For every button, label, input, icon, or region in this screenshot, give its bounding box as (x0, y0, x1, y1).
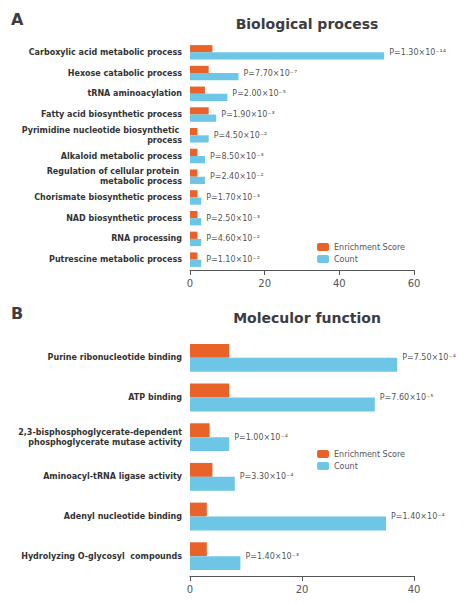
svg-text:tRNA aminoacylation: tRNA aminoacylation (87, 89, 182, 98)
svg-text:Count: Count (334, 462, 358, 471)
svg-text:P=1.10×10⁻²: P=1.10×10⁻² (206, 255, 260, 264)
svg-text:P=4.60×10⁻²: P=4.60×10⁻² (206, 234, 260, 243)
svg-text:Fatty acid biosynthetic proces: Fatty acid biosynthetic process (41, 110, 182, 119)
svg-text:process: process (147, 136, 182, 145)
svg-text:0: 0 (187, 584, 193, 595)
svg-text:Alkaloid metabolic process: Alkaloid metabolic process (61, 152, 182, 161)
svg-text:2,3-bisphosphoglycerate-depend: 2,3-bisphosphoglycerate-dependent (18, 428, 182, 437)
svg-text:P=4.50×10⁻²: P=4.50×10⁻² (214, 131, 268, 140)
svg-text:metabolic process: metabolic process (100, 177, 182, 186)
svg-text:40: 40 (408, 584, 421, 595)
svg-text:P=7.60×10⁻⁵: P=7.60×10⁻⁵ (380, 393, 434, 402)
svg-text:Moleculor function: Moleculor function (233, 310, 381, 326)
svg-text:Adenyl nucleotide binding: Adenyl nucleotide binding (64, 512, 182, 521)
svg-text:NAD biosynthetic process: NAD biosynthetic process (66, 214, 182, 223)
svg-text:A: A (11, 10, 24, 29)
svg-text:P=3.30×10⁻⁴: P=3.30×10⁻⁴ (240, 472, 294, 481)
svg-text:P=7.50×10⁻⁴: P=7.50×10⁻⁴ (402, 353, 456, 362)
svg-text:P=2.50×10⁻³: P=2.50×10⁻³ (206, 214, 260, 223)
svg-text:Enrichment Score: Enrichment Score (334, 243, 405, 252)
svg-text:P=1.90×10⁻³: P=1.90×10⁻³ (221, 110, 275, 119)
svg-text:RNA processing: RNA processing (111, 234, 182, 243)
svg-text:Carboxylic acid metabolic proc: Carboxylic acid metabolic process (29, 48, 183, 57)
svg-text:phosphoglycerate mutase activi: phosphoglycerate mutase activity (28, 438, 183, 447)
svg-text:Hexose catabolic process: Hexose catabolic process (68, 69, 182, 78)
svg-text:P=2.00×10⁻⁵: P=2.00×10⁻⁵ (232, 89, 286, 98)
svg-text:B: B (11, 304, 23, 323)
svg-text:P=1.70×10⁻³: P=1.70×10⁻³ (206, 193, 260, 202)
svg-text:P=8.50×10⁻³: P=8.50×10⁻³ (210, 152, 264, 161)
svg-text:0: 0 (187, 278, 193, 289)
svg-text:P=1.00×10⁻⁴: P=1.00×10⁻⁴ (234, 433, 288, 442)
svg-text:Biological process: Biological process (236, 16, 379, 32)
svg-text:Chorismate biosynthetic proces: Chorismate biosynthetic process (34, 193, 182, 202)
svg-text:Pyrimidine nucleotide biosynth: Pyrimidine nucleotide biosynthetic (22, 126, 182, 135)
svg-text:40: 40 (333, 278, 346, 289)
svg-text:Regulation of cellular protein: Regulation of cellular protein (47, 167, 182, 176)
svg-text:60: 60 (408, 278, 421, 289)
svg-text:20: 20 (296, 584, 309, 595)
svg-text:20: 20 (258, 278, 271, 289)
svg-text:P=7.70×10⁻⁷: P=7.70×10⁻⁷ (244, 69, 298, 78)
svg-text:Count: Count (334, 255, 358, 264)
svg-text:Purine ribonucleotide binding: Purine ribonucleotide binding (48, 353, 183, 362)
svg-text:Aminoacyl-tRNA ligase activity: Aminoacyl-tRNA ligase activity (43, 472, 183, 481)
svg-text:Enrichment Score: Enrichment Score (334, 450, 405, 459)
svg-text:P=1.30×10⁻¹⁴: P=1.30×10⁻¹⁴ (389, 48, 446, 57)
svg-text:ATP binding: ATP binding (128, 393, 182, 402)
svg-text:Putrescine metabolic process: Putrescine metabolic process (49, 255, 182, 264)
svg-text:P=2.40×10⁻²: P=2.40×10⁻² (210, 172, 264, 181)
svg-text:P=1.40×10⁻³: P=1.40×10⁻³ (245, 552, 299, 561)
svg-text:Hydrolyzing O-glycosyl compou: Hydrolyzing O-glycosyl compounds (21, 552, 182, 561)
svg-text:P=1.40×10⁻⁴: P=1.40×10⁻⁴ (391, 512, 445, 521)
